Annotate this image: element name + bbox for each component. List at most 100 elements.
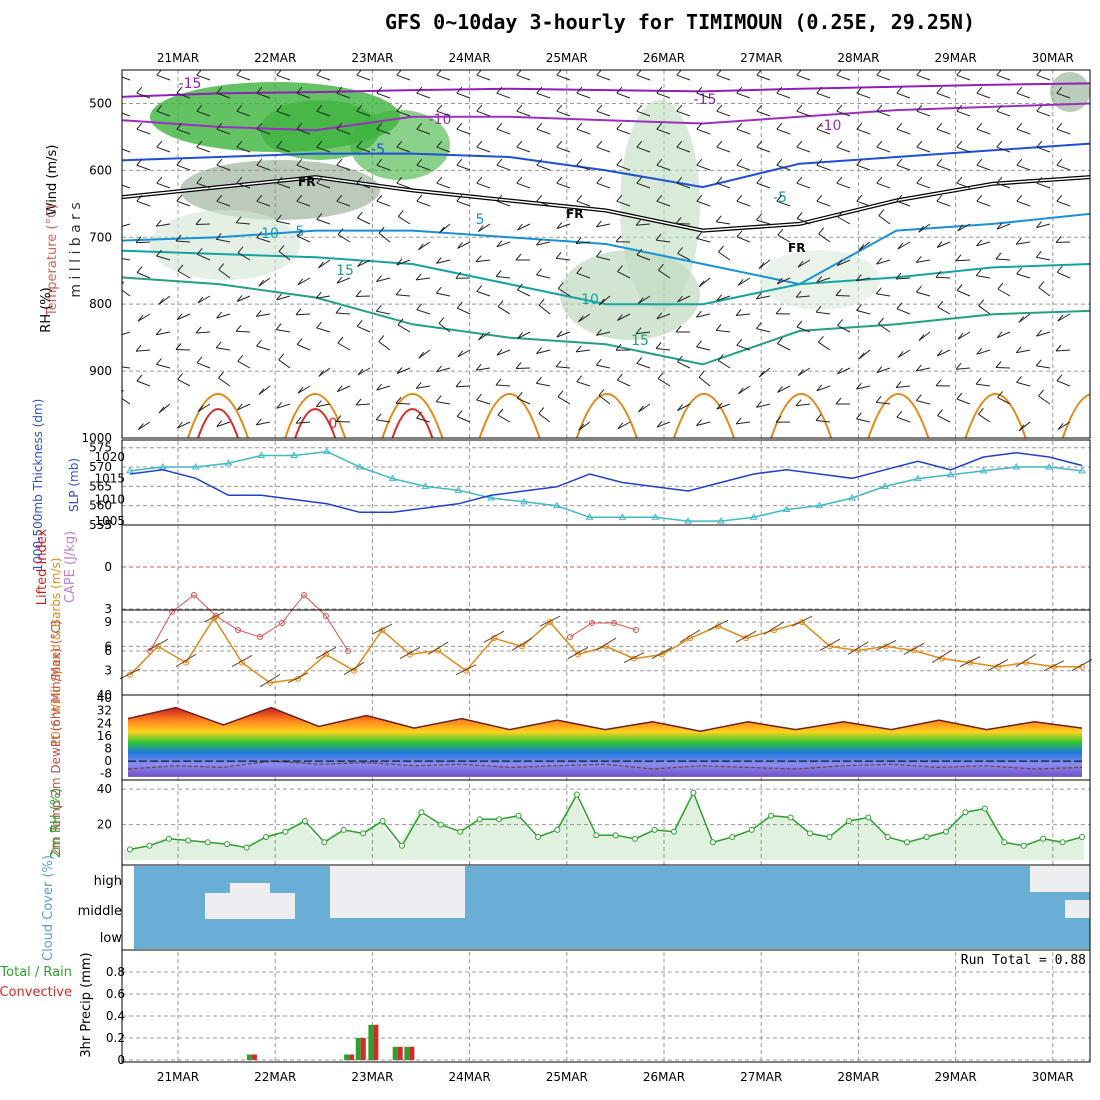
wind-barb-feather: [216, 158, 223, 166]
wind-barb: [656, 164, 671, 171]
wind-barb: [196, 182, 211, 189]
wind-barb: [396, 74, 411, 81]
surface-wind-barb: [595, 637, 617, 651]
thickness-point: [126, 466, 134, 474]
wind-barb: [836, 110, 851, 117]
wind-barb: [357, 217, 371, 225]
wind-barb: [836, 182, 851, 189]
wind-barb-feather: [915, 364, 922, 372]
top-date-tick-label: 28MAR: [837, 51, 879, 65]
rh2m-axis-label: 2m RH (%): [49, 788, 64, 859]
wind-barb: [957, 331, 971, 340]
wind-barb-feather: [397, 210, 404, 217]
wind-barb-feather: [396, 104, 403, 112]
wind-barb-feather: [235, 324, 242, 332]
temp-tick-label: -8: [100, 767, 112, 781]
wind-barb-feather: [517, 283, 523, 291]
wind-barb: [856, 418, 871, 423]
contour-label: 5: [296, 224, 305, 240]
wind-barb: [816, 164, 831, 171]
li-point: [235, 627, 241, 633]
wind-barb-feather: [656, 420, 663, 428]
wind-barb: [416, 309, 431, 315]
wind-barb-feather: [1056, 374, 1063, 382]
wind-barb: [316, 295, 331, 299]
wind-barb: [196, 110, 211, 117]
surface-wind-barb: [371, 623, 393, 635]
wind-barb-feather: [578, 423, 585, 431]
wind-barb-feather: [756, 401, 762, 408]
rh-point: [632, 835, 639, 842]
wind-barb: [756, 146, 771, 153]
wind-barb: [316, 146, 331, 153]
wind-barb: [636, 146, 651, 153]
wind-barb-feather: [836, 259, 843, 267]
wind-barb: [476, 146, 491, 153]
wind-barb: [718, 359, 731, 369]
li-axis-label: Lifted Index: [35, 528, 50, 605]
wind-barb: [876, 401, 891, 405]
value-tick-label: 570: [89, 460, 112, 474]
rh-point: [904, 839, 911, 846]
run-total-label: Run Total = 0.88: [961, 953, 1086, 968]
wind-barb: [122, 148, 131, 153]
wind-barb: [1038, 287, 1051, 297]
wind-barb: [296, 200, 311, 207]
wind-barb: [416, 385, 431, 389]
wind-barb-feather: [396, 258, 403, 266]
li-point: [191, 592, 197, 598]
wind-barb: [976, 275, 991, 279]
cloud-high-block: [330, 866, 465, 890]
wind-barb-feather: [696, 194, 703, 202]
wind-barb-feather: [997, 391, 1003, 398]
precip-tick-label: 0.8: [106, 965, 125, 979]
wind-barb: [1016, 164, 1031, 171]
wind-barb-feather: [978, 407, 984, 415]
wind-barb: [496, 200, 511, 207]
wind-barb: [536, 349, 551, 355]
wind-barb-feather: [856, 122, 863, 130]
wind-barb-feather: [216, 86, 223, 94]
wind-barb: [436, 182, 451, 189]
wind-barb-feather: [318, 261, 324, 269]
pressure-axis-label: m i l l i b a r s: [68, 202, 84, 297]
wind-barb-feather: [296, 229, 303, 237]
wind-barb-feather: [715, 323, 722, 331]
wind-barb: [856, 385, 871, 390]
wind-barb-feather: [936, 194, 943, 202]
wind-barb-feather: [976, 158, 983, 166]
top-date-tick-label: 21MAR: [157, 51, 199, 65]
wind-barb: [335, 312, 351, 315]
wind-barb-feather: [956, 176, 963, 184]
wind-barb: [1057, 421, 1071, 430]
hot-isotherm: [294, 408, 337, 438]
wind-barb: [676, 74, 691, 81]
wind-barb: [416, 128, 431, 135]
wind-barb: [1018, 313, 1031, 323]
wind-barb-feather: [655, 233, 662, 241]
wind-barb: [556, 257, 571, 261]
wind-barb-feather: [875, 395, 882, 403]
wind-barb: [256, 128, 271, 135]
wind-barb: [456, 200, 471, 207]
cloud-middle-block: [205, 893, 295, 919]
wind-barb: [237, 403, 251, 411]
top-date-tick-label: 24MAR: [449, 51, 491, 65]
wind-barb-feather: [538, 298, 545, 306]
wind-barb-feather: [758, 262, 765, 269]
wind-barb: [677, 295, 691, 303]
wind-barb: [478, 223, 491, 233]
wind-barb: [556, 223, 571, 230]
wind-barb-feather: [876, 366, 883, 373]
precip-legend-total: Total / Rain: [0, 965, 72, 980]
wind-barb: [436, 259, 451, 264]
rh-line: [129, 790, 1083, 851]
wind-barb-feather: [835, 289, 842, 296]
wind-barb: [1036, 365, 1051, 369]
li-tick-label: -3: [100, 518, 112, 532]
wind-barb-feather: [1016, 194, 1023, 202]
rh-blob-mid: [1050, 72, 1090, 112]
wind-barb: [698, 376, 711, 387]
rh-point: [593, 832, 600, 839]
wind-barb-feather: [158, 406, 165, 414]
